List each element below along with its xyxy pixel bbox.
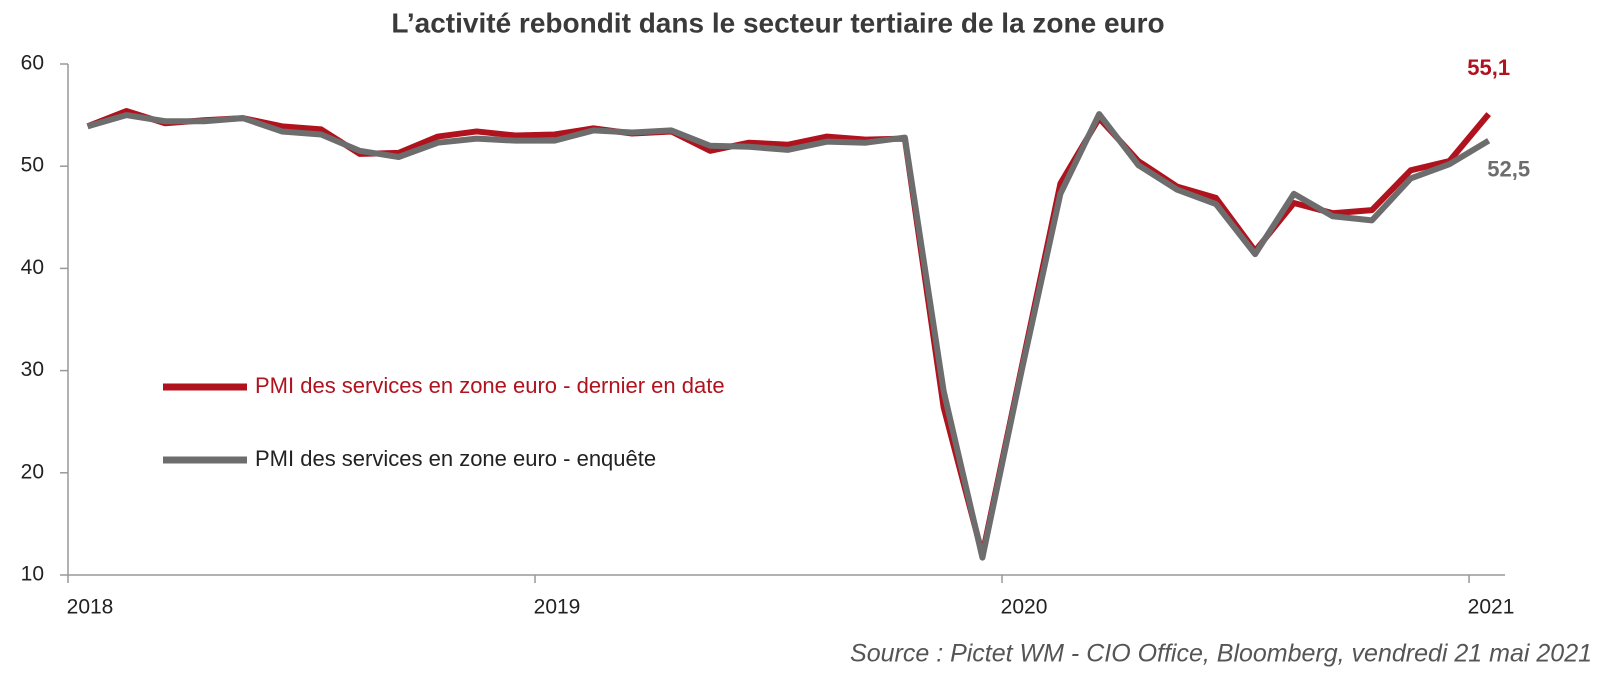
x-tick-label: 2020 [1001, 596, 1048, 619]
y-tick-label: 10 [21, 563, 44, 586]
x-tick-label: 2021 [1468, 596, 1515, 619]
series-line [86, 108, 1491, 558]
legend-label: PMI des services en zone euro - enquête [255, 446, 656, 471]
value-label: 55,1 [1467, 55, 1510, 80]
y-tick-label: 40 [21, 256, 44, 279]
series-line [86, 111, 1491, 561]
y-tick-label: 20 [21, 460, 44, 483]
x-tick-label: 2018 [67, 596, 114, 619]
y-tick-label: 30 [21, 358, 44, 381]
legend-label: PMI des services en zone euro - dernier … [255, 373, 725, 398]
x-tick-label: 2019 [534, 596, 581, 619]
chart-title: L’activité rebondit dans le secteur tert… [391, 7, 1164, 38]
value-label: 52,5 [1487, 156, 1530, 181]
y-tick-label: 60 [21, 52, 44, 75]
y-tick-label: 50 [21, 154, 44, 177]
source: Source : Pictet WM - CIO Office, Bloombe… [850, 640, 1592, 668]
